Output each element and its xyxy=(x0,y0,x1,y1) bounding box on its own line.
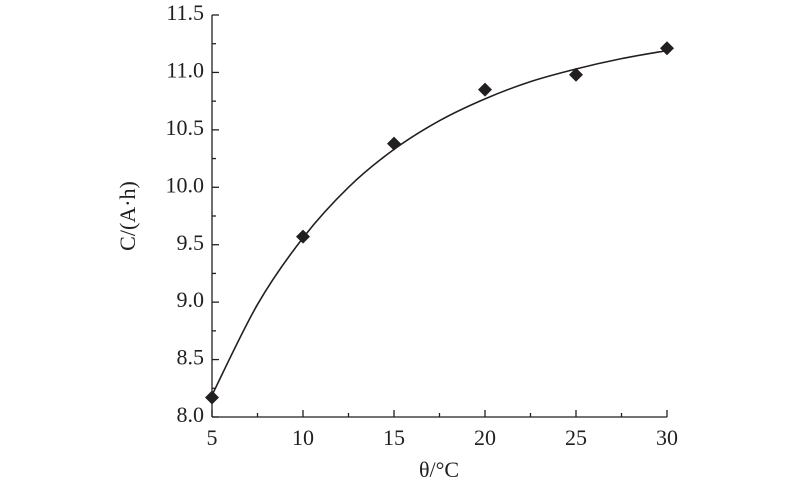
x-tick-label: 10 xyxy=(292,425,314,450)
data-point xyxy=(205,390,219,405)
data-point xyxy=(660,41,674,56)
x-tick-label: 25 xyxy=(565,425,587,450)
y-tick-label: 11.5 xyxy=(166,0,204,25)
x-tick-label: 5 xyxy=(207,425,218,450)
x-tick-label: 20 xyxy=(474,425,496,450)
y-tick-label: 9.5 xyxy=(177,230,205,255)
y-tick-label: 11.0 xyxy=(166,57,204,82)
data-point xyxy=(569,67,583,82)
x-tick-label: 30 xyxy=(656,425,678,450)
data-point xyxy=(478,82,492,97)
fit-line xyxy=(211,49,668,396)
y-tick-label: 8.5 xyxy=(177,345,205,370)
y-tick-label: 10.0 xyxy=(166,172,205,197)
y-axis-label: C/(A·h) xyxy=(115,181,140,251)
y-tick-label: 8.0 xyxy=(177,402,205,427)
y-tick-label: 9.0 xyxy=(177,287,205,312)
y-tick-label: 10.5 xyxy=(166,115,205,140)
x-axis-label: θ/°C xyxy=(419,457,459,482)
x-tick-label: 15 xyxy=(383,425,405,450)
